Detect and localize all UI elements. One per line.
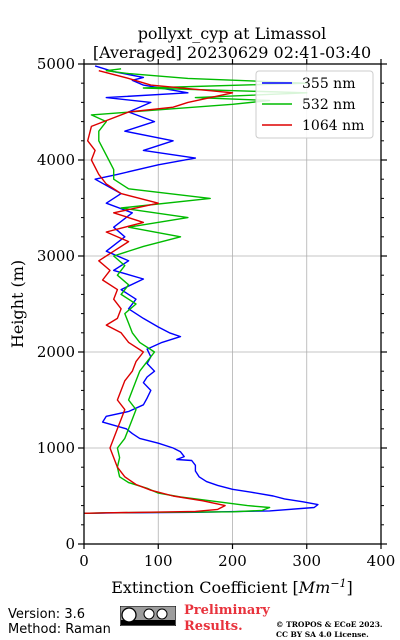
preliminary-line2: Results. [184,619,243,634]
copyright-line2: CC BY SA 4.0 License. [276,630,369,639]
legend: 355 nm 532 nm 1064 nm [255,70,374,139]
chart-title-line2: [Averaged] 20230629 02:41-03:40 [93,43,371,62]
y-tick-label-2: 2000 [37,343,75,361]
y-tick-label-4: 4000 [37,151,75,169]
y-tick-label-5: 5000 [37,55,75,73]
x-tick-label-3: 300 [292,552,321,570]
y-tick-label-1: 1000 [37,439,75,457]
series-layer [83,65,319,514]
x-tick-label-1: 100 [144,552,173,570]
cc-license-badge [120,606,176,626]
series-line-1064-nm [83,70,234,514]
x-axis-label: Extinction Coefficient [Mm−1] [111,577,353,597]
x-tick-label-0: 0 [79,552,89,570]
copyright-line1: © TROPOS & ECoE 2023. [276,620,383,629]
x-tick-label-2: 200 [218,552,247,570]
legend-label-355: 355 nm [302,76,355,92]
method-text: Method: Raman [8,622,111,637]
y-tick-labels: 0 1000 2000 3000 4000 5000 [37,55,75,553]
preliminary-notice: Preliminary Results. [184,603,270,635]
copyright-notice: © TROPOS & ECoE 2023. CC BY SA 4.0 Licen… [276,620,383,640]
chart-title-line1: pollyxt_cyp at Limassol [138,24,327,43]
series-line-532-nm [83,68,308,514]
legend-label-532: 532 nm [302,97,355,113]
y-axis-label: Height (m) [8,260,27,348]
y-tick-label-0: 0 [65,535,75,553]
version-text: Version: 3.6 [8,607,85,622]
axis-ticks [78,59,387,549]
x-tick-labels: 0 100 200 300 400 [79,552,395,570]
legend-box [255,70,374,139]
y-tick-label-3: 3000 [37,247,75,265]
x-tick-label-4: 400 [367,552,396,570]
legend-label-1064: 1064 nm [302,118,364,134]
preliminary-line1: Preliminary [184,603,270,618]
